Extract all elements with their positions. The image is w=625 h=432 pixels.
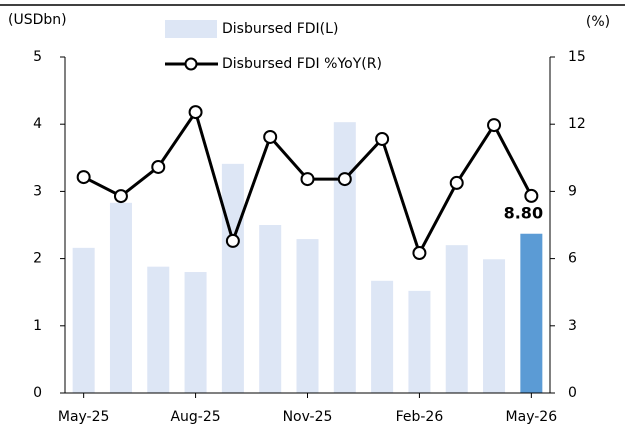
- line-marker: [524, 188, 539, 203]
- line-marker: [449, 175, 464, 190]
- bar: [259, 225, 282, 393]
- y2-tick-label: 15: [568, 49, 586, 65]
- y-tick-label: 3: [33, 183, 42, 199]
- bar: [333, 122, 356, 394]
- y2-tick-label: 3: [568, 318, 577, 334]
- y2-tick-label: 9: [568, 183, 577, 199]
- y2-axis-label: (%): [586, 14, 610, 30]
- bar: [483, 259, 506, 393]
- bar: [296, 239, 319, 393]
- x-tick-label: May-26: [506, 409, 558, 425]
- y-tick-label: 0: [33, 385, 42, 401]
- bar: [221, 163, 244, 393]
- y-tick-label: 5: [33, 49, 42, 65]
- bar: [520, 233, 543, 393]
- line-marker: [412, 246, 427, 260]
- bar: [445, 245, 468, 393]
- line-marker: [300, 172, 315, 187]
- bar: [371, 280, 394, 393]
- y-axis-label: (USDbn): [8, 12, 67, 28]
- line-marker: [76, 170, 91, 185]
- x-tick-label: Feb-26: [396, 409, 444, 425]
- bar: [72, 247, 95, 393]
- data-label: 8.80: [504, 203, 543, 222]
- y2-tick-label: 0: [568, 385, 577, 401]
- y-tick-label: 4: [33, 116, 42, 132]
- x-tick-label: Aug-25: [170, 409, 220, 425]
- legend-label: Disbursed FDI(L): [222, 21, 338, 37]
- legend-swatch: [165, 20, 217, 38]
- y2-tick-label: 6: [568, 251, 577, 267]
- line-marker: [375, 131, 390, 146]
- line-marker: [487, 118, 502, 133]
- bar: [184, 272, 207, 393]
- line-marker: [113, 189, 128, 204]
- bar: [408, 290, 431, 393]
- line-marker: [337, 172, 352, 187]
- bar: [147, 266, 170, 393]
- bar: [109, 202, 132, 393]
- line-marker: [188, 105, 203, 120]
- line-marker: [263, 129, 278, 144]
- legend-label: Disbursed FDI %YoY(R): [222, 56, 382, 72]
- x-tick-label: May-25: [58, 409, 110, 425]
- y-tick-label: 2: [33, 251, 42, 267]
- line-marker: [151, 159, 166, 174]
- line-marker: [225, 233, 240, 248]
- x-tick-label: Nov-25: [283, 409, 333, 425]
- legend-marker: [184, 57, 198, 71]
- y2-tick-label: 12: [568, 116, 586, 132]
- y-tick-label: 1: [33, 318, 42, 334]
